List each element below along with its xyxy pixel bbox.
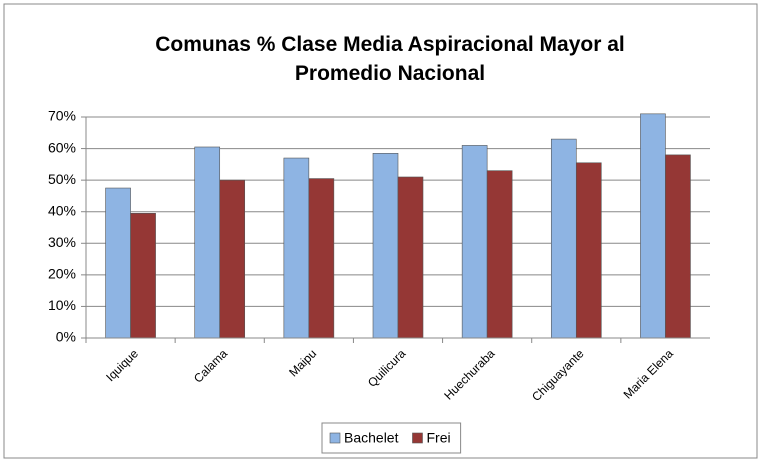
bar (130, 212, 156, 339)
y-tick-label: 0% (56, 329, 76, 345)
bar (550, 138, 577, 339)
legend: Bachelet Frei (321, 422, 462, 454)
bar (105, 187, 131, 339)
y-tick-label: 20% (48, 266, 76, 282)
legend-box (321, 422, 462, 454)
bar (486, 170, 513, 339)
bar (397, 176, 424, 339)
legend-label: Frei (426, 430, 450, 446)
bar (461, 145, 488, 339)
y-tick-label: 30% (48, 234, 76, 250)
bar (372, 153, 399, 339)
y-tick-label: 10% (48, 297, 76, 313)
y-tick-label: 70% (48, 108, 76, 124)
bar (640, 113, 666, 339)
bar (308, 178, 335, 339)
legend-swatch (329, 432, 341, 444)
bar (219, 179, 246, 339)
legend-swatch (412, 432, 423, 444)
legend-label: Bachelet (344, 430, 399, 446)
y-tick-label: 60% (48, 139, 76, 155)
bar (665, 154, 691, 339)
bar (575, 162, 602, 339)
bar (194, 146, 221, 339)
y-tick-label: 40% (48, 202, 76, 218)
chart-title: Comunas % Clase Media Aspiracional Mayor… (155, 33, 625, 85)
y-tick-label: 50% (48, 171, 76, 187)
bar (283, 157, 310, 339)
